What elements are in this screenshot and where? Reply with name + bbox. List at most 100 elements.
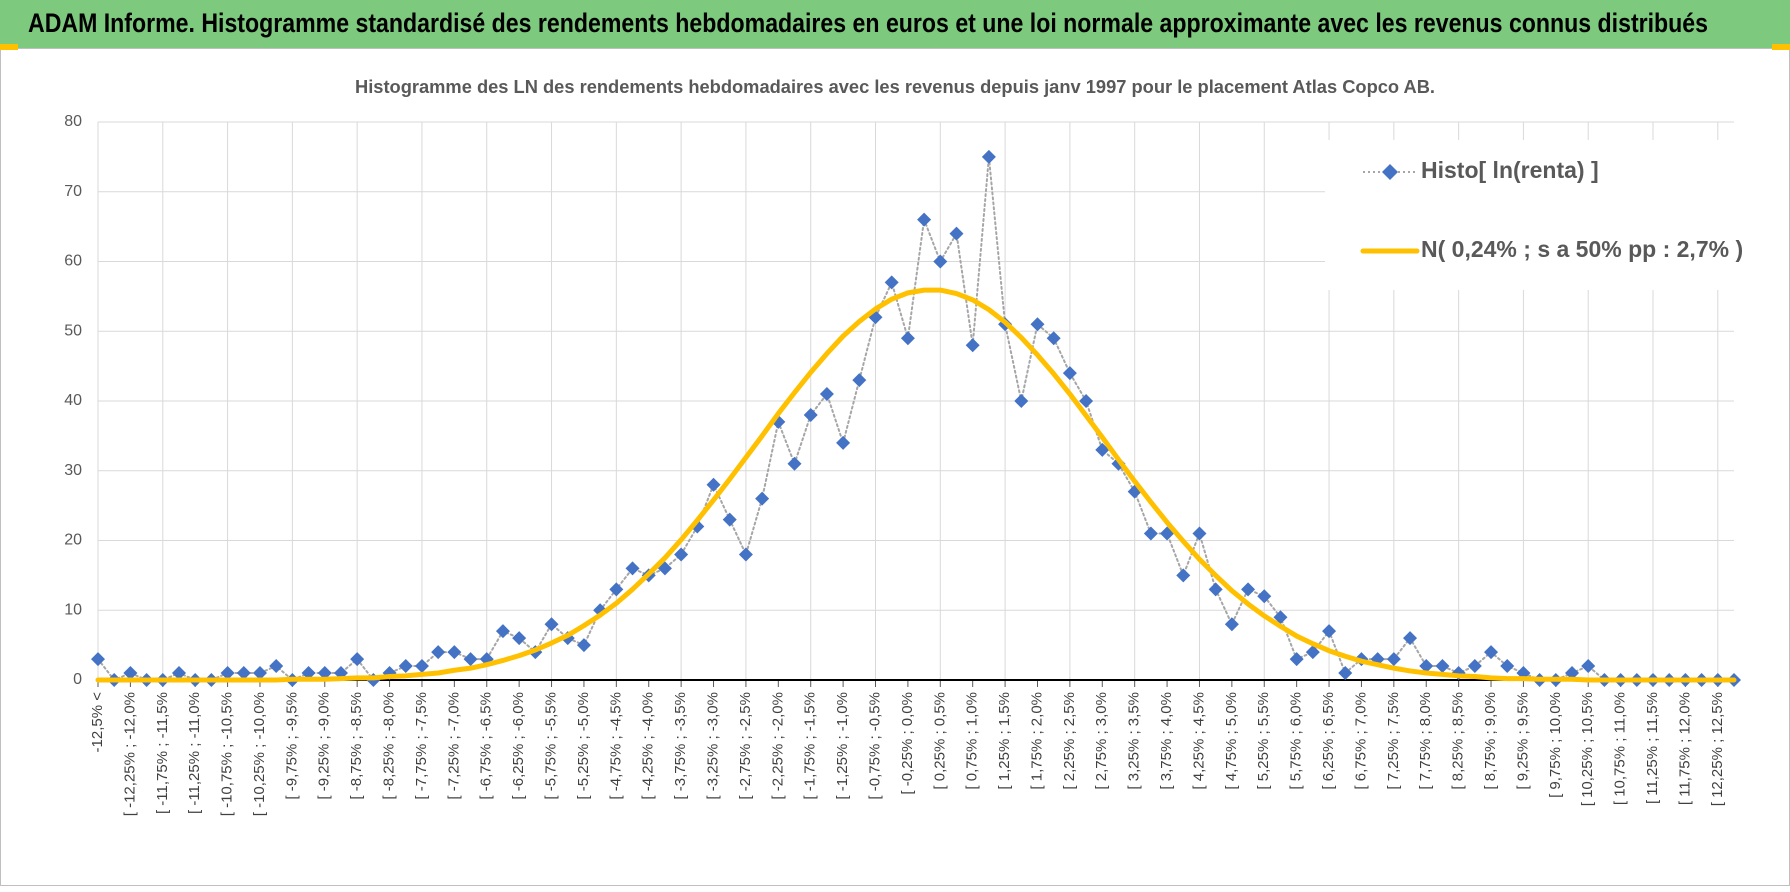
data-point — [609, 582, 624, 597]
data-point — [463, 652, 478, 667]
data-point — [447, 645, 462, 660]
data-point — [1289, 652, 1304, 667]
x-tick-label: [ 6,75% ; 7,0% — [1352, 692, 1369, 790]
data-point — [625, 561, 640, 576]
data-point — [512, 631, 527, 646]
legend-marker — [1382, 164, 1398, 180]
data-point — [1338, 666, 1353, 681]
data-point — [1208, 582, 1223, 597]
data-point — [1484, 645, 1499, 660]
x-tick-label: [ 11,75% ; 12,0% — [1676, 692, 1693, 805]
data-point — [884, 275, 899, 290]
y-tick-label: 50 — [64, 322, 82, 339]
data-point — [1014, 394, 1029, 408]
data-point — [236, 666, 251, 681]
y-tick-label: 60 — [64, 253, 82, 270]
data-point — [836, 435, 851, 450]
data-point — [1030, 317, 1045, 332]
x-tick-label: [ -11,25% ; -11,0% — [186, 692, 203, 814]
x-tick-label: [ 0,25% ; 0,5% — [931, 692, 948, 790]
x-tick-label: [ 0,75% ; 1,0% — [964, 692, 981, 790]
x-tick-label: [ 9,25% ; 9,5% — [1514, 692, 1531, 790]
x-tick-label: [ 1,75% ; 2,0% — [1028, 692, 1045, 790]
y-tick-label: 10 — [64, 601, 82, 618]
data-point — [917, 212, 932, 227]
data-point — [350, 652, 365, 667]
x-tick-label: [ -6,25% ; -6,0% — [510, 692, 527, 800]
y-tick-label: 0 — [73, 671, 82, 688]
data-point — [1403, 631, 1418, 646]
data-point — [900, 331, 915, 346]
x-tick-label: [ 8,75% ; 9,0% — [1482, 692, 1499, 790]
x-tick-label: [ 5,25% ; 5,5% — [1255, 692, 1272, 790]
data-point — [819, 387, 834, 402]
x-tick-label: [ -4,75% ; -4,5% — [607, 692, 624, 800]
x-tick-label: [ 7,75% ; 8,0% — [1417, 692, 1434, 790]
data-point — [1467, 659, 1482, 674]
data-point — [123, 666, 138, 681]
y-tick-label: 70 — [64, 183, 82, 200]
data-point — [965, 338, 980, 353]
data-point — [1046, 331, 1061, 346]
x-tick-label: [ -4,25% ; -4,0% — [640, 692, 657, 800]
data-point — [317, 666, 332, 681]
y-tick-label: 20 — [64, 532, 82, 549]
x-tick-label: [ 4,75% ; 5,0% — [1223, 692, 1240, 790]
x-tick-label: [ 1,25% ; 1,5% — [996, 692, 1013, 790]
legend-box — [1325, 140, 1735, 290]
data-point — [803, 407, 818, 422]
x-tick-label: [ -5,75% ; -5,5% — [543, 692, 560, 800]
x-tick-label: [ 3,75% ; 4,0% — [1158, 692, 1175, 790]
data-point — [738, 547, 753, 562]
x-tick-label: [ -1,25% ; -1,0% — [834, 692, 851, 800]
x-tick-label: [ -0,25% ; 0,0% — [899, 692, 916, 795]
data-point — [1305, 645, 1320, 660]
legend-label: N( 0,24% ; s a 50% pp : 2,7% ) — [1421, 236, 1743, 262]
data-point — [1257, 589, 1272, 604]
x-tick-label: [ -3,75% ; -3,5% — [672, 692, 689, 800]
x-tick-label: [ -5,25% ; -5,0% — [575, 692, 592, 800]
y-tick-label: 30 — [64, 462, 82, 479]
data-point — [1386, 652, 1401, 667]
x-tick-label: [ 9,75% ; 10,0% — [1547, 692, 1564, 798]
data-point — [933, 254, 948, 269]
data-point — [949, 226, 964, 241]
plot — [91, 149, 1741, 687]
x-tick-label: [ -10,25% ; -10,0% — [251, 692, 268, 816]
x-tick-label: [ -8,75% ; -8,5% — [348, 692, 365, 800]
x-tick-label: [ 2,75% ; 3,0% — [1093, 692, 1110, 790]
x-tick-label: [ 8,25% ; 8,5% — [1450, 692, 1467, 790]
x-tick-label: [ 3,25% ; 3,5% — [1126, 692, 1143, 790]
x-tick-label: [ 6,25% ; 6,5% — [1320, 692, 1337, 790]
x-tick-label: [ 10,75% ; 11,0% — [1612, 692, 1629, 805]
data-point — [1322, 624, 1337, 639]
header-bar — [0, 0, 1790, 48]
data-point — [722, 512, 737, 527]
x-tick-label: [ -7,25% ; -7,0% — [445, 692, 462, 800]
x-tick-label: [ -10,75% ; -10,5% — [219, 692, 236, 816]
data-point — [495, 624, 510, 639]
data-point — [576, 638, 591, 653]
x-tick-label: [ 5,75% ; 6,0% — [1288, 692, 1305, 790]
header-accent — [1772, 44, 1790, 50]
data-point — [1176, 568, 1191, 583]
x-tick-label: [ -1,75% ; -1,5% — [802, 692, 819, 800]
x-tick-label: [ -7,75% ; -7,5% — [413, 692, 430, 800]
x-tick-label: [ -0,75% ; -0,5% — [866, 692, 883, 800]
x-tick-label: [ 10,25% ; 10,5% — [1579, 692, 1596, 806]
x-tick-label: [ -2,75% ; -2,5% — [737, 692, 754, 800]
data-point — [1500, 659, 1515, 674]
y-tick-label: 80 — [64, 113, 82, 130]
data-point — [1143, 526, 1158, 541]
data-point — [1435, 659, 1450, 674]
x-tick-label: [ -8,25% ; -8,0% — [381, 692, 398, 800]
x-tick-label: [ 2,25% ; 2,5% — [1061, 692, 1078, 790]
data-point — [1241, 582, 1256, 597]
x-tick-label: [ -11,75% ; -11,5% — [154, 692, 171, 814]
x-tick-label: [ -3,25% ; -3,0% — [704, 692, 721, 800]
data-point — [431, 645, 446, 660]
data-point — [301, 666, 316, 681]
data-point — [1079, 394, 1094, 408]
